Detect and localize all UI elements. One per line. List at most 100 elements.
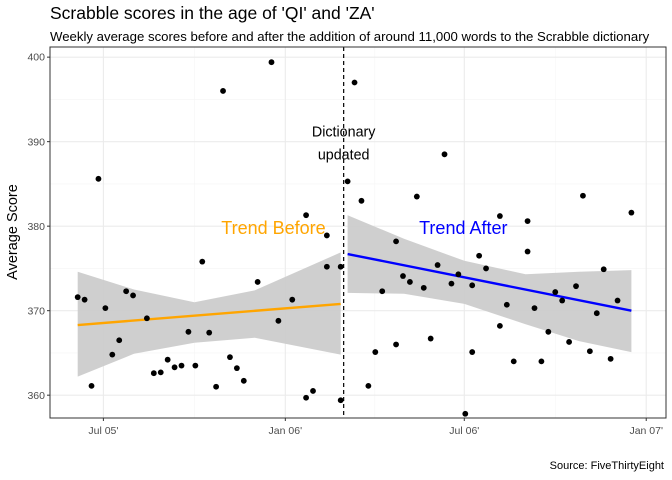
data-point [303,212,309,219]
data-point [586,348,593,355]
data-point [441,151,448,158]
trend-line [77,302,341,327]
data-point [289,296,296,303]
data-point [580,192,586,199]
data-point [400,273,406,279]
data-point [455,271,462,278]
data-point [496,213,503,219]
data-point [178,362,185,369]
annotations: Dictionary updated Trend Before Trend After [221,125,507,238]
data-point [185,328,192,335]
source-caption: Source: FiveThirtyEight [549,460,664,472]
data-point [379,288,386,295]
data-point [524,218,531,224]
data-point [545,328,552,335]
data-point [192,362,199,369]
x-tick-label: Jul 05' [88,425,118,437]
y-tick-label: 370 [27,305,45,317]
data-point [469,282,476,289]
data-point [573,283,579,290]
data-point [434,262,441,268]
data-point [552,289,559,295]
data-point [496,322,503,329]
y-tick-label: 400 [27,52,45,64]
data-point [593,310,600,317]
x-tick-label: Jul 06' [449,425,479,437]
data-point [351,79,358,86]
data-point [171,364,178,371]
data-point [600,266,607,273]
data-point [123,288,130,295]
trend-lines [77,252,632,327]
data-point [88,382,95,389]
data-point [344,178,351,185]
data-point [164,356,171,363]
y-tick-label: 360 [27,390,45,402]
axis-ticks: 360 370 380 390 400 Jul 05' Jan 06' Jul 06' Jan … [27,52,663,437]
data-point [407,279,413,285]
data-point [323,263,330,270]
data-point [130,292,136,299]
data-point [206,329,213,336]
y-tick-label: 380 [27,221,45,233]
data-point [483,265,489,272]
data-point [531,305,538,312]
trend-line [347,252,632,312]
trend-label: Trend Before [221,218,325,238]
data-point [420,284,427,291]
data-points [74,59,635,417]
data-point [503,301,510,308]
x-tick-label: Jan 07' [629,425,663,437]
chart-title: Scrabble scores in the age of 'QI' and '… [50,3,375,23]
data-point [393,238,399,245]
data-point [358,197,365,204]
data-point [337,263,344,270]
data-point [476,252,483,259]
data-point [337,397,344,404]
panel-border [49,46,667,419]
data-point [157,369,164,376]
event-label-line2: updated [318,147,370,163]
trend-label: Trend After [419,218,507,238]
data-point [448,280,455,287]
data-point [81,296,88,303]
data-point [559,297,566,304]
confidence-bands [77,215,632,377]
data-point [323,232,330,239]
data-point [365,382,372,389]
chart-subtitle: Weekly average scores before and after t… [50,29,650,44]
data-point [566,339,573,345]
data-point [275,317,282,324]
data-point [254,279,261,285]
data-point [393,341,399,348]
data-point [268,59,275,66]
data-point [310,388,316,394]
data-point [74,294,81,301]
data-point [102,305,109,312]
data-point [95,175,102,182]
data-point [227,354,233,361]
data-point [469,349,476,355]
data-point [462,410,469,417]
data-point [116,337,123,344]
data-point [143,315,150,322]
data-point [614,297,621,304]
data-point [524,248,531,255]
x-tick-label: Jan 06' [269,425,303,437]
data-point [413,193,420,200]
confidence-band [347,215,632,353]
data-point [150,370,157,377]
data-point [607,355,614,362]
event-label-line1: Dictionary [312,125,376,141]
data-point [233,365,240,372]
data-point [240,377,247,384]
data-point [213,383,220,390]
y-tick-label: 390 [27,136,45,148]
data-point [510,358,517,365]
data-point [372,349,379,355]
data-point [427,335,434,342]
data-point [220,88,226,94]
data-point [199,258,206,265]
data-point [303,394,309,401]
